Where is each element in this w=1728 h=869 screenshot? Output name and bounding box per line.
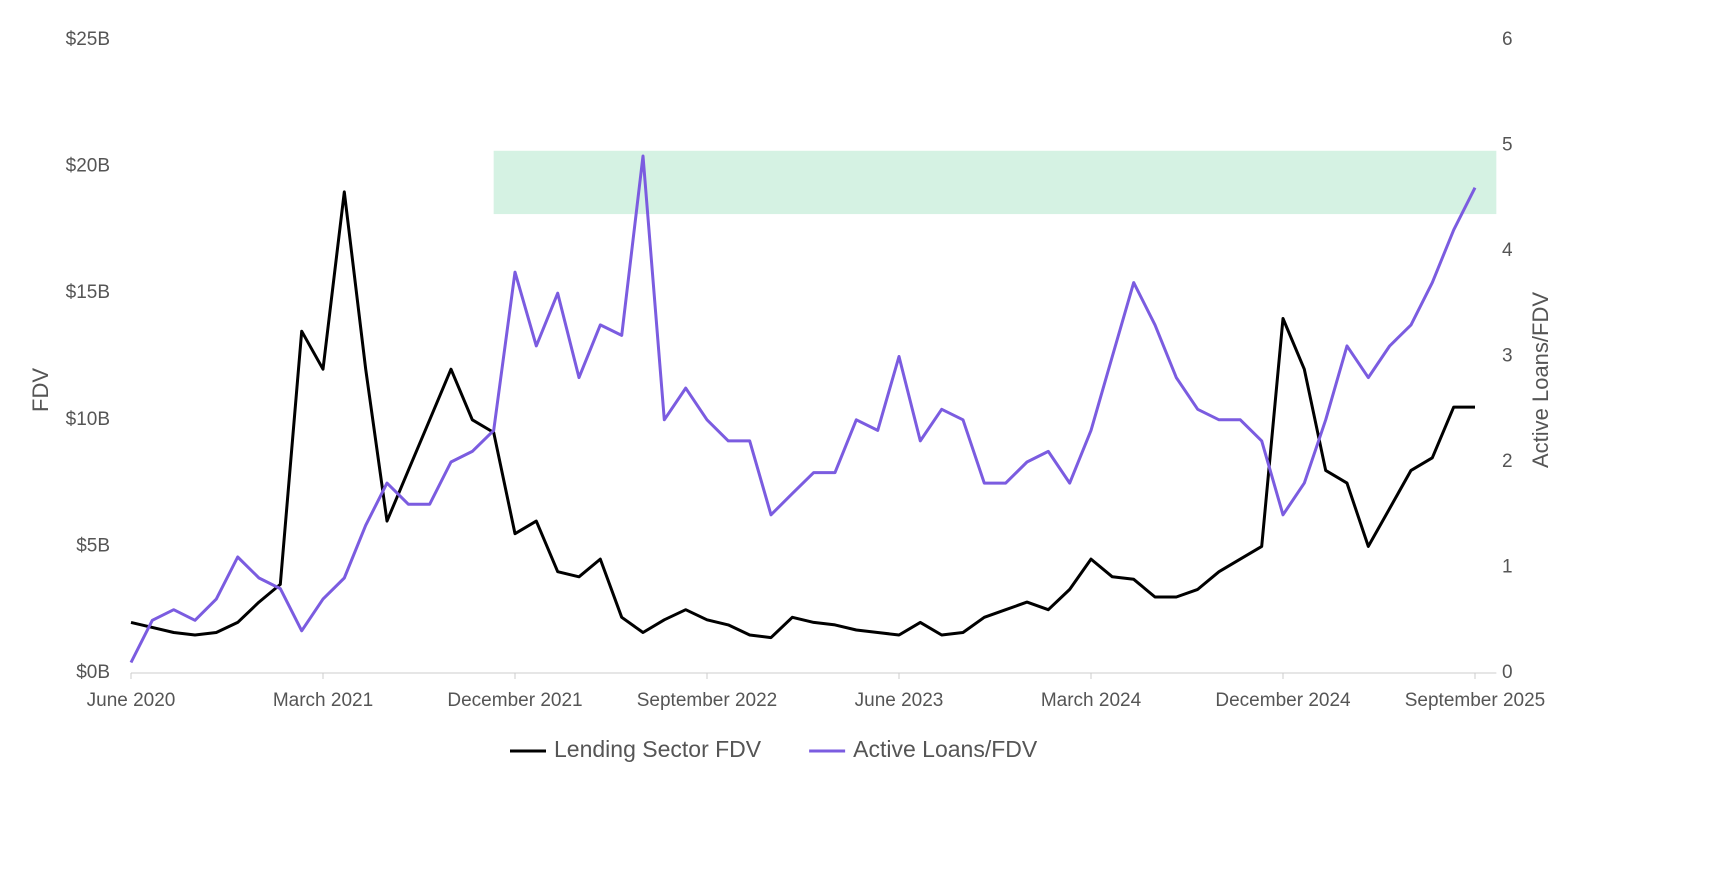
y-tick-label: $25B — [66, 29, 110, 50]
x-tick-label: June 2020 — [87, 690, 176, 711]
y-tick-label: $15B — [66, 282, 110, 303]
legend-label: Active Loans/FDV — [853, 736, 1038, 762]
y2-tick-label: 0 — [1502, 662, 1513, 683]
y-tick-label: $20B — [66, 156, 110, 177]
series-line — [129, 154, 1477, 664]
x-tick-label: March 2021 — [273, 690, 373, 711]
y-tick-label: $5B — [76, 535, 110, 556]
y2-tick-label: 1 — [1502, 557, 1513, 578]
x-tick-label: September 2022 — [637, 690, 778, 711]
x-tick-label: September 2025 — [1405, 690, 1546, 711]
y2-tick-label: 4 — [1502, 240, 1513, 261]
x-tick-label: December 2021 — [447, 690, 582, 711]
legend-label: Lending Sector FDV — [554, 736, 762, 762]
y2-axis-title: Active Loans/FDV — [1528, 292, 1553, 468]
y2-tick-label: 6 — [1502, 29, 1513, 50]
y2-tick-label: 3 — [1502, 346, 1513, 367]
y-axis-title: FDV — [28, 368, 53, 412]
y2-tick-label: 5 — [1502, 135, 1513, 156]
highlight-band — [493, 150, 1497, 215]
x-tick-label: June 2023 — [855, 690, 944, 711]
x-tick-label: March 2024 — [1041, 690, 1142, 711]
y-tick-label: $0B — [76, 662, 110, 683]
x-tick-label: December 2024 — [1215, 690, 1351, 711]
y2-tick-label: 2 — [1502, 451, 1513, 472]
y-tick-label: $10B — [66, 409, 110, 430]
series-line — [130, 190, 1475, 640]
